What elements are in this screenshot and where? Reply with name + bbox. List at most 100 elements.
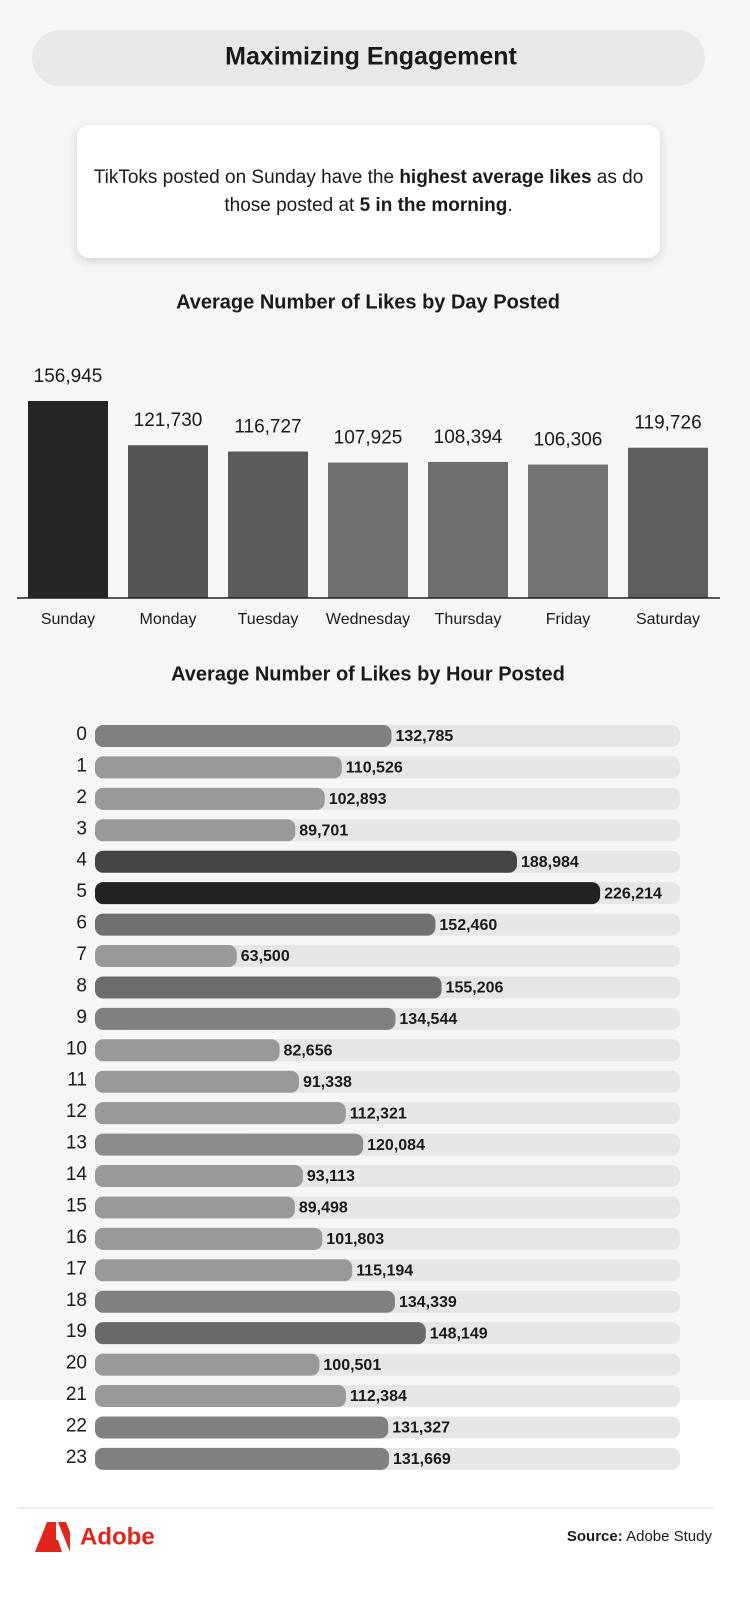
value-label: 89,701 bbox=[299, 823, 348, 840]
chart-title: Average Number of Likes by Day Posted bbox=[176, 291, 560, 313]
value-label: 108,394 bbox=[434, 427, 503, 448]
bar bbox=[95, 1133, 364, 1156]
bar bbox=[95, 1353, 320, 1376]
y-tick-label: 10 bbox=[66, 1038, 87, 1059]
value-label: 100,501 bbox=[323, 1357, 381, 1374]
value-label: 93,113 bbox=[307, 1168, 355, 1185]
y-tick-label: 8 bbox=[76, 975, 87, 996]
bar bbox=[95, 787, 325, 810]
value-label: 112,384 bbox=[350, 1388, 407, 1405]
source-text: Adobe Study bbox=[626, 1528, 712, 1545]
y-tick-label: 21 bbox=[66, 1384, 87, 1405]
page-title: Maximizing Engagement bbox=[225, 43, 517, 71]
bar bbox=[95, 1227, 323, 1250]
callout-text: as do bbox=[591, 166, 644, 188]
y-tick-label: 3 bbox=[76, 818, 87, 839]
bar bbox=[95, 819, 296, 842]
y-tick-label: 11 bbox=[67, 1070, 87, 1091]
y-tick-label: 4 bbox=[76, 850, 87, 871]
x-tick-label: Thursday bbox=[435, 611, 502, 628]
value-label: 131,669 bbox=[393, 1451, 451, 1468]
value-label: 112,321 bbox=[350, 1105, 407, 1122]
y-tick-label: 14 bbox=[66, 1164, 88, 1185]
value-label: 91,338 bbox=[303, 1074, 352, 1091]
callout-text: highest average likes bbox=[399, 166, 592, 188]
y-tick-label: 19 bbox=[66, 1321, 87, 1342]
value-label: 134,339 bbox=[399, 1294, 457, 1311]
value-label: 102,893 bbox=[329, 791, 387, 808]
bar bbox=[95, 756, 342, 779]
callout-text: those posted at bbox=[224, 194, 360, 216]
callout-text: . bbox=[507, 194, 513, 216]
value-label: 155,206 bbox=[446, 980, 504, 997]
value-label: 132,785 bbox=[395, 728, 453, 745]
y-tick-label: 12 bbox=[66, 1101, 87, 1122]
bar bbox=[95, 850, 517, 873]
bar bbox=[228, 451, 308, 598]
callout-line: those posted at 5 in the morning. bbox=[224, 192, 512, 220]
value-label: 152,460 bbox=[439, 917, 497, 934]
value-label: 134,544 bbox=[399, 1011, 457, 1028]
y-tick-label: 15 bbox=[66, 1195, 87, 1216]
value-label: 131,327 bbox=[392, 1420, 450, 1437]
bar bbox=[28, 401, 108, 598]
y-tick-label: 13 bbox=[66, 1133, 87, 1154]
bar bbox=[95, 1290, 395, 1313]
value-label: 156,945 bbox=[34, 366, 103, 387]
y-tick-label: 17 bbox=[66, 1258, 87, 1279]
y-tick-label: 5 bbox=[76, 881, 87, 902]
x-tick-label: Tuesday bbox=[238, 611, 299, 628]
value-label: 226,214 bbox=[604, 885, 662, 902]
y-tick-label: 6 bbox=[76, 913, 87, 934]
value-label: 115,194 bbox=[356, 1263, 413, 1280]
x-tick-label: Saturday bbox=[636, 611, 700, 628]
value-label: 188,984 bbox=[521, 854, 579, 871]
value-label: 107,925 bbox=[334, 428, 403, 449]
y-tick-label: 7 bbox=[76, 944, 87, 965]
value-label: 119,726 bbox=[634, 413, 701, 434]
bar bbox=[95, 1102, 346, 1125]
value-label: 148,149 bbox=[430, 1325, 488, 1342]
bar bbox=[95, 1259, 353, 1282]
track bbox=[95, 945, 680, 968]
source-label: Source: bbox=[567, 1528, 623, 1545]
y-tick-label: 9 bbox=[76, 1007, 87, 1028]
y-tick-label: 18 bbox=[66, 1290, 87, 1311]
adobe-logo-mark bbox=[35, 1522, 70, 1552]
bar bbox=[95, 976, 442, 999]
x-tick-label: Monday bbox=[140, 611, 197, 628]
value-label: 63,500 bbox=[241, 948, 290, 965]
bar bbox=[95, 1447, 389, 1470]
x-tick-label: Sunday bbox=[41, 611, 95, 628]
chart-title: Average Number of Likes by Hour Posted bbox=[171, 663, 565, 685]
bar bbox=[628, 447, 708, 598]
y-tick-label: 20 bbox=[66, 1353, 87, 1374]
x-tick-label: Wednesday bbox=[326, 611, 410, 628]
callout-text: TikToks posted on Sunday have the bbox=[93, 166, 400, 188]
y-tick-label: 1 bbox=[76, 755, 87, 776]
value-label: 106,306 bbox=[534, 430, 603, 451]
title-pill bbox=[32, 30, 705, 86]
value-label: 121,730 bbox=[134, 410, 203, 431]
value-label: 82,656 bbox=[284, 1043, 333, 1060]
bar bbox=[328, 462, 408, 598]
bar bbox=[95, 1039, 280, 1062]
bar bbox=[95, 882, 601, 905]
value-label: 110,526 bbox=[346, 760, 403, 777]
y-tick-label: 16 bbox=[66, 1227, 87, 1248]
bar bbox=[95, 1007, 396, 1030]
bar bbox=[95, 913, 436, 936]
bar bbox=[95, 1165, 303, 1188]
value-label: 89,498 bbox=[299, 1200, 348, 1217]
y-tick-label: 22 bbox=[66, 1415, 87, 1436]
bar bbox=[95, 1196, 295, 1219]
bar bbox=[95, 1070, 299, 1093]
callout-line: TikToks posted on Sunday have the highes… bbox=[94, 164, 644, 192]
callout: TikToks posted on Sunday have the highes… bbox=[77, 125, 660, 258]
bar bbox=[95, 1322, 426, 1345]
bar bbox=[95, 1416, 389, 1439]
source: Source: Adobe Study bbox=[567, 1528, 713, 1545]
y-tick-label: 0 bbox=[76, 724, 87, 745]
x-tick-label: Friday bbox=[546, 611, 590, 628]
